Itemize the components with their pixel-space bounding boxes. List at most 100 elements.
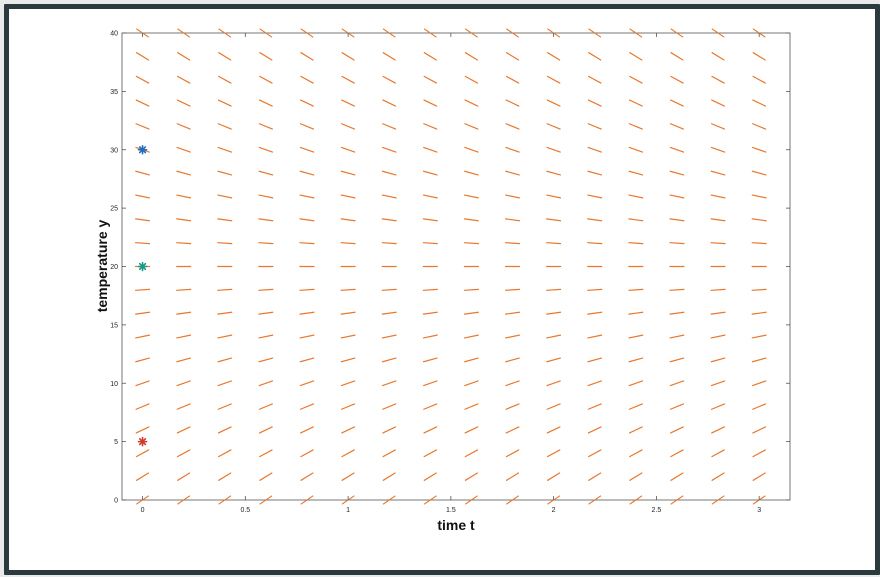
slope-segment bbox=[176, 311, 192, 315]
slope-segment bbox=[218, 52, 232, 61]
slope-segment bbox=[340, 288, 356, 291]
slope-segment bbox=[463, 194, 479, 199]
y-tick-label: 30 bbox=[110, 147, 118, 154]
slope-segment bbox=[177, 52, 191, 61]
slope-segment bbox=[670, 426, 684, 434]
slope-segment bbox=[710, 357, 726, 363]
initial-point-marker bbox=[137, 261, 148, 272]
x-tick-label: 3 bbox=[757, 507, 761, 514]
slope-segment bbox=[751, 194, 767, 199]
slope-segment bbox=[629, 28, 643, 38]
slope-segment bbox=[177, 28, 191, 38]
x-axis-label: time t bbox=[437, 517, 475, 533]
slope-segment bbox=[670, 99, 684, 107]
slope-segment bbox=[505, 426, 520, 434]
slope-segment bbox=[546, 194, 562, 199]
slope-segment bbox=[546, 75, 561, 84]
slope-segment bbox=[135, 218, 151, 222]
slope-segment bbox=[504, 288, 521, 291]
slope-segment bbox=[381, 380, 397, 387]
slope-segment bbox=[135, 357, 150, 363]
slope-segment bbox=[464, 426, 479, 434]
slope-segment bbox=[711, 426, 725, 434]
slope-segment bbox=[340, 194, 356, 199]
slope-segment bbox=[423, 28, 437, 38]
slope-segment bbox=[463, 311, 479, 315]
slope-segment bbox=[504, 242, 521, 245]
slope-segment bbox=[299, 334, 315, 339]
slope-segment bbox=[547, 472, 561, 481]
slope-segment bbox=[135, 52, 150, 61]
slope-segment bbox=[710, 170, 726, 176]
slope-segment bbox=[505, 334, 520, 339]
slope-segment bbox=[546, 146, 561, 153]
slope-segment bbox=[382, 495, 396, 505]
slope-segment bbox=[463, 288, 479, 291]
slope-segment bbox=[546, 426, 561, 434]
slope-segment bbox=[423, 403, 438, 410]
slope-segment bbox=[546, 99, 561, 107]
slope-segment bbox=[423, 52, 437, 61]
slope-segment bbox=[506, 28, 519, 38]
slope-segment bbox=[669, 311, 685, 315]
slope-segment bbox=[217, 357, 233, 363]
slope-segment bbox=[176, 170, 192, 176]
slope-segment bbox=[670, 28, 684, 38]
slope-segment bbox=[587, 288, 603, 291]
slope-segment bbox=[711, 99, 725, 107]
slope-segment bbox=[381, 242, 397, 245]
slope-segment bbox=[341, 403, 356, 410]
slope-segment bbox=[300, 472, 314, 481]
slope-segment bbox=[258, 357, 274, 363]
slope-segment bbox=[299, 380, 315, 387]
slope-segment bbox=[176, 334, 192, 339]
slope-segment bbox=[464, 403, 479, 410]
slope-segment bbox=[135, 426, 150, 434]
slope-segment bbox=[670, 52, 684, 61]
slope-segment bbox=[217, 288, 233, 291]
slope-segment bbox=[464, 123, 479, 130]
slope-segment bbox=[669, 242, 685, 245]
slope-segment bbox=[628, 380, 644, 387]
slope-segment bbox=[341, 426, 356, 434]
slope-segment bbox=[669, 334, 685, 339]
slope-segment bbox=[340, 218, 356, 222]
slope-segment bbox=[587, 99, 602, 107]
slope-segment bbox=[751, 218, 767, 222]
slope-segment bbox=[628, 334, 644, 339]
slope-segment bbox=[382, 123, 397, 130]
slope-segment bbox=[464, 357, 479, 363]
slope-segment bbox=[259, 28, 273, 38]
slope-segment bbox=[135, 334, 151, 339]
slope-segment bbox=[135, 75, 150, 84]
slope-segment bbox=[505, 99, 520, 107]
slope-segment bbox=[217, 194, 233, 199]
slope-segment bbox=[382, 449, 396, 458]
slope-segment bbox=[505, 472, 520, 481]
slope-segment bbox=[300, 426, 314, 434]
slope-segment bbox=[669, 218, 685, 222]
slope-segment bbox=[505, 75, 520, 84]
slope-segment bbox=[752, 449, 766, 458]
slope-segment bbox=[505, 194, 520, 199]
slope-segment bbox=[588, 495, 602, 505]
slope-segment bbox=[135, 380, 150, 387]
slope-segment bbox=[628, 123, 643, 130]
slope-segment bbox=[135, 194, 151, 199]
slope-segment bbox=[341, 52, 355, 61]
slope-segment bbox=[669, 123, 685, 130]
slope-segment bbox=[710, 146, 726, 153]
slope-segment bbox=[752, 123, 767, 130]
slope-segment bbox=[381, 288, 397, 291]
slope-segment bbox=[587, 403, 602, 410]
slope-segment bbox=[218, 495, 232, 505]
slope-segment bbox=[629, 472, 643, 481]
slope-segment bbox=[382, 75, 396, 84]
slope-segment bbox=[587, 194, 603, 199]
slope-segment bbox=[422, 218, 438, 222]
slope-segment bbox=[751, 146, 767, 153]
slope-segment bbox=[629, 449, 643, 458]
y-tick-label: 20 bbox=[110, 264, 118, 271]
slope-segment bbox=[341, 99, 356, 107]
slope-segment bbox=[259, 449, 273, 458]
